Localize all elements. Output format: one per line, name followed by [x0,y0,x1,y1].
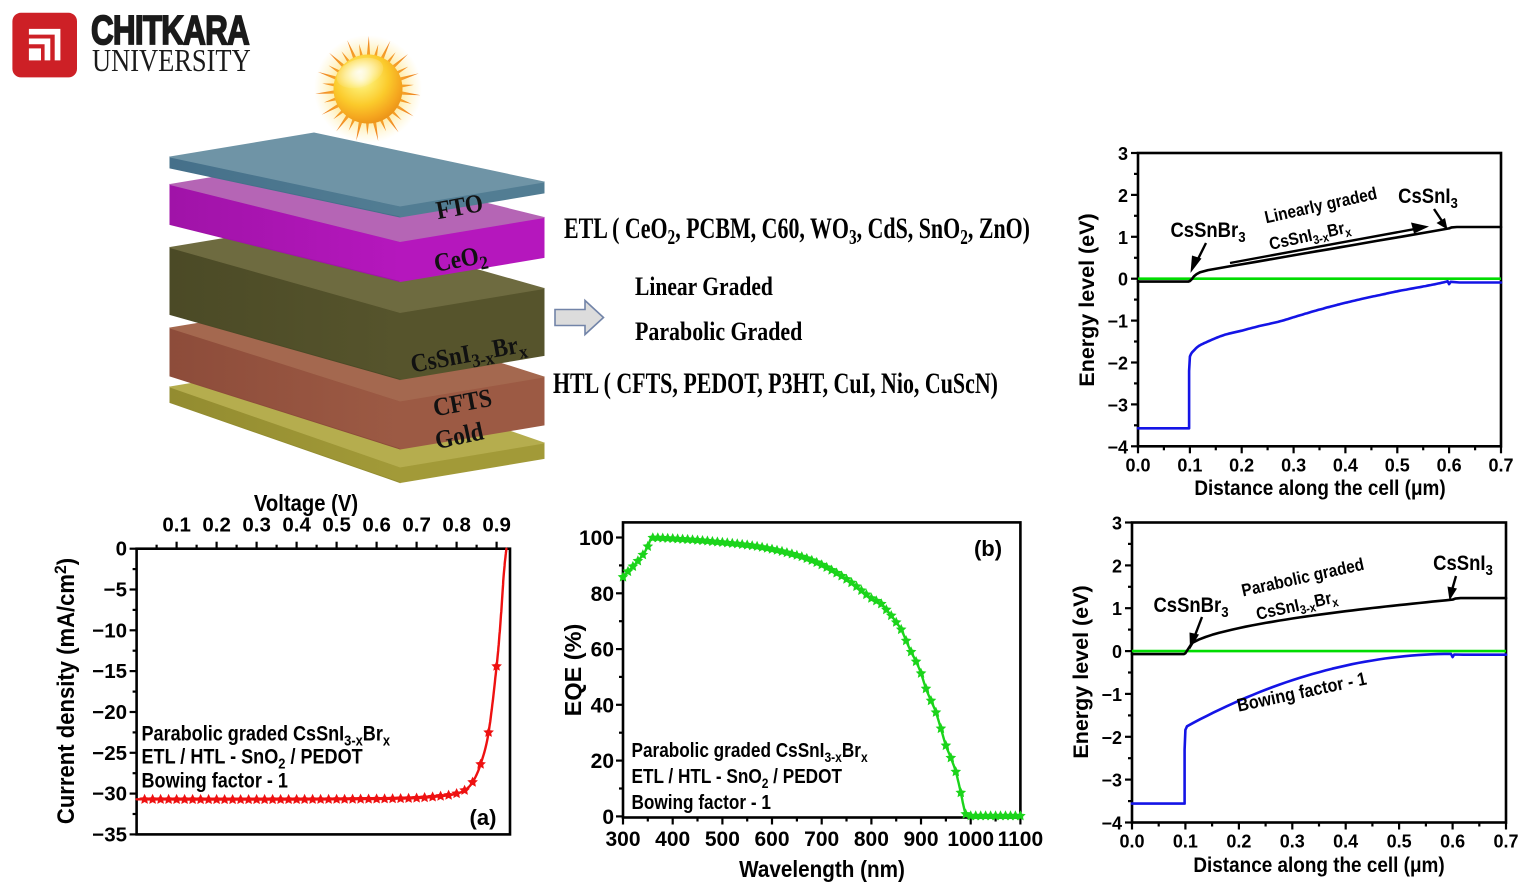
svg-text:0.8: 0.8 [442,514,471,537]
svg-text:400: 400 [655,828,690,851]
svg-text:−30: −30 [92,783,127,806]
svg-text:Linear Graded: Linear Graded [635,273,774,301]
svg-text:0.6: 0.6 [1437,455,1462,475]
svg-text:0.1: 0.1 [1173,832,1198,852]
svg-text:CsSnBr3: CsSnBr3 [1153,594,1228,620]
svg-text:−25: −25 [92,742,127,765]
svg-text:0.2: 0.2 [1226,832,1251,852]
svg-text:−4: −4 [1107,437,1128,457]
svg-text:0.1: 0.1 [1177,455,1202,475]
svg-text:0.4: 0.4 [1333,832,1358,852]
svg-text:Voltage (V): Voltage (V) [254,490,358,517]
svg-text:2: 2 [1112,556,1122,576]
svg-text:600: 600 [754,828,789,851]
svg-text:ETL / HTL - SnO2 / PEDOT: ETL / HTL - SnO2 / PEDOT [142,745,363,771]
svg-text:100: 100 [579,527,614,550]
svg-text:ETL ( CeO2, PCBM, C60, WO3, Cd: ETL ( CeO2, PCBM, C60, WO3, CdS, SnO2, Z… [564,212,1030,249]
svg-text:Energy level (eV): Energy level (eV) [1075,213,1099,386]
svg-text:0.9: 0.9 [482,514,511,537]
svg-text:0.7: 0.7 [402,514,431,537]
svg-text:2: 2 [1118,186,1128,206]
svg-text:(b): (b) [974,536,1002,561]
svg-text:Bowing factor - 1: Bowing factor - 1 [632,791,771,814]
svg-text:HTL ( CFTS, PEDOT, P3HT, Cu: HTL ( CFTS, PEDOT, P3HT, CuI, Nio, CuScN… [553,367,998,400]
svg-text:(a): (a) [470,805,497,830]
svg-text:0.6: 0.6 [362,514,391,537]
svg-text:1: 1 [1118,228,1128,248]
svg-text:0: 0 [1112,642,1122,662]
svg-text:Energy level (eV): Energy level (eV) [1069,585,1093,758]
svg-text:0.0: 0.0 [1125,455,1150,475]
svg-text:0.3: 0.3 [1281,455,1306,475]
svg-text:3: 3 [1112,514,1122,534]
svg-text:Distance along the cell (μm): Distance along the cell (μm) [1193,854,1444,877]
svg-text:3: 3 [1118,144,1128,164]
svg-text:800: 800 [854,828,889,851]
svg-text:0.7: 0.7 [1493,832,1518,852]
svg-text:CsSnI3: CsSnI3 [1433,552,1493,578]
svg-text:0.6: 0.6 [1440,832,1465,852]
svg-text:0.1: 0.1 [162,514,191,537]
svg-text:500: 500 [705,828,740,851]
svg-text:−2: −2 [1107,354,1128,374]
svg-text:Distance along the cell (μm): Distance along the cell (μm) [1194,477,1445,500]
svg-text:0.7: 0.7 [1488,455,1513,475]
svg-text:CHITKARA: CHITKARA [91,7,249,53]
svg-text:0.5: 0.5 [1387,832,1412,852]
svg-text:0.2: 0.2 [1229,455,1254,475]
svg-text:80: 80 [591,583,614,606]
svg-text:Bowing factor - 1: Bowing factor - 1 [1235,668,1369,716]
svg-text:ETL / HTL - SnO2 / PEDOT: ETL / HTL - SnO2 / PEDOT [632,765,843,791]
svg-text:0.2: 0.2 [202,514,231,537]
svg-text:−3: −3 [1101,771,1122,791]
svg-text:700: 700 [804,828,839,851]
svg-text:−5: −5 [104,579,127,602]
svg-text:0.5: 0.5 [322,514,351,537]
svg-text:0: 0 [116,538,127,561]
svg-text:0.4: 0.4 [1333,455,1358,475]
svg-text:Bowing factor - 1: Bowing factor - 1 [142,769,289,793]
svg-text:−1: −1 [1101,685,1122,705]
svg-text:20: 20 [591,750,614,773]
svg-text:Parabolic graded CsSnI3-xBrx: Parabolic graded CsSnI3-xBrx [632,739,869,765]
svg-text:−4: −4 [1101,814,1122,834]
svg-text:1: 1 [1112,599,1122,619]
svg-text:−20: −20 [92,701,127,724]
svg-text:−2: −2 [1101,728,1122,748]
svg-text:60: 60 [591,639,614,662]
svg-text:0: 0 [1118,270,1128,290]
svg-text:0.4: 0.4 [282,514,311,537]
svg-text:40: 40 [591,694,614,717]
svg-text:300: 300 [605,828,640,851]
svg-text:1000: 1000 [947,828,994,851]
svg-text:−3: −3 [1107,395,1128,415]
svg-text:0.3: 0.3 [1280,832,1305,852]
svg-text:0.5: 0.5 [1385,455,1410,475]
svg-text:CsSnI3: CsSnI3 [1398,185,1458,211]
svg-text:1100: 1100 [998,828,1044,851]
svg-text:Parabolic Graded: Parabolic Graded [635,318,803,346]
svg-text:0.3: 0.3 [242,514,271,537]
svg-text:Parabolic graded: Parabolic graded [1240,555,1366,601]
svg-text:−35: −35 [92,823,127,846]
svg-text:Wavelength (nm): Wavelength (nm) [739,856,905,883]
svg-text:UNIVERSITY: UNIVERSITY [92,44,251,79]
svg-text:900: 900 [903,828,938,851]
svg-text:CsSnBr3: CsSnBr3 [1170,219,1245,245]
svg-text:−15: −15 [92,660,127,683]
svg-text:Linearly graded: Linearly graded [1263,184,1379,227]
svg-text:−10: −10 [92,619,127,642]
svg-text:−1: −1 [1107,312,1128,332]
svg-text:EQE (%): EQE (%) [560,624,586,717]
svg-text:0.0: 0.0 [1119,832,1144,852]
svg-text:0: 0 [602,806,614,829]
svg-text:Current density (mA/cm2): Current density (mA/cm2) [51,558,79,824]
